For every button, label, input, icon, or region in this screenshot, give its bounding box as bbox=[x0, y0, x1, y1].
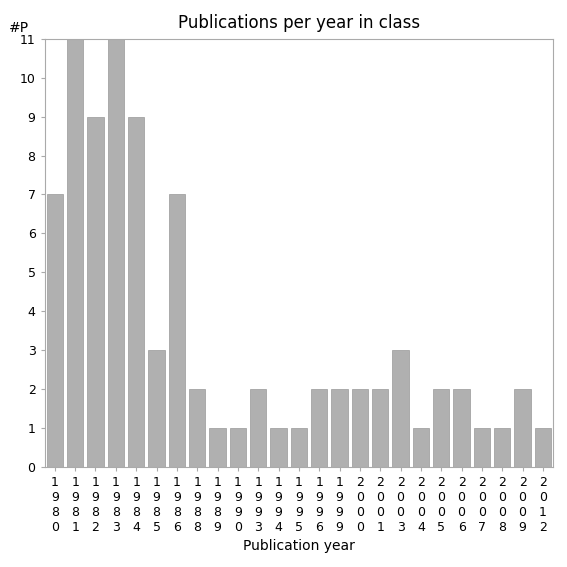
Bar bbox=[230, 428, 246, 467]
Bar bbox=[108, 39, 124, 467]
Bar bbox=[433, 389, 450, 467]
Bar bbox=[332, 389, 348, 467]
Bar bbox=[514, 389, 531, 467]
Bar bbox=[209, 428, 226, 467]
Bar bbox=[494, 428, 510, 467]
Bar bbox=[352, 389, 368, 467]
Bar bbox=[392, 350, 409, 467]
Bar bbox=[291, 428, 307, 467]
Title: Publications per year in class: Publications per year in class bbox=[178, 14, 420, 32]
Bar bbox=[46, 194, 63, 467]
Bar bbox=[535, 428, 551, 467]
Bar bbox=[169, 194, 185, 467]
Bar bbox=[454, 389, 469, 467]
Bar bbox=[474, 428, 490, 467]
Bar bbox=[67, 39, 83, 467]
Bar bbox=[149, 350, 164, 467]
Text: #P: #P bbox=[9, 21, 29, 35]
Bar bbox=[372, 389, 388, 467]
Bar bbox=[128, 117, 145, 467]
Bar bbox=[311, 389, 327, 467]
Bar bbox=[189, 389, 205, 467]
Bar bbox=[87, 117, 104, 467]
Bar bbox=[250, 389, 266, 467]
Bar bbox=[270, 428, 287, 467]
Bar bbox=[413, 428, 429, 467]
X-axis label: Publication year: Publication year bbox=[243, 539, 355, 553]
